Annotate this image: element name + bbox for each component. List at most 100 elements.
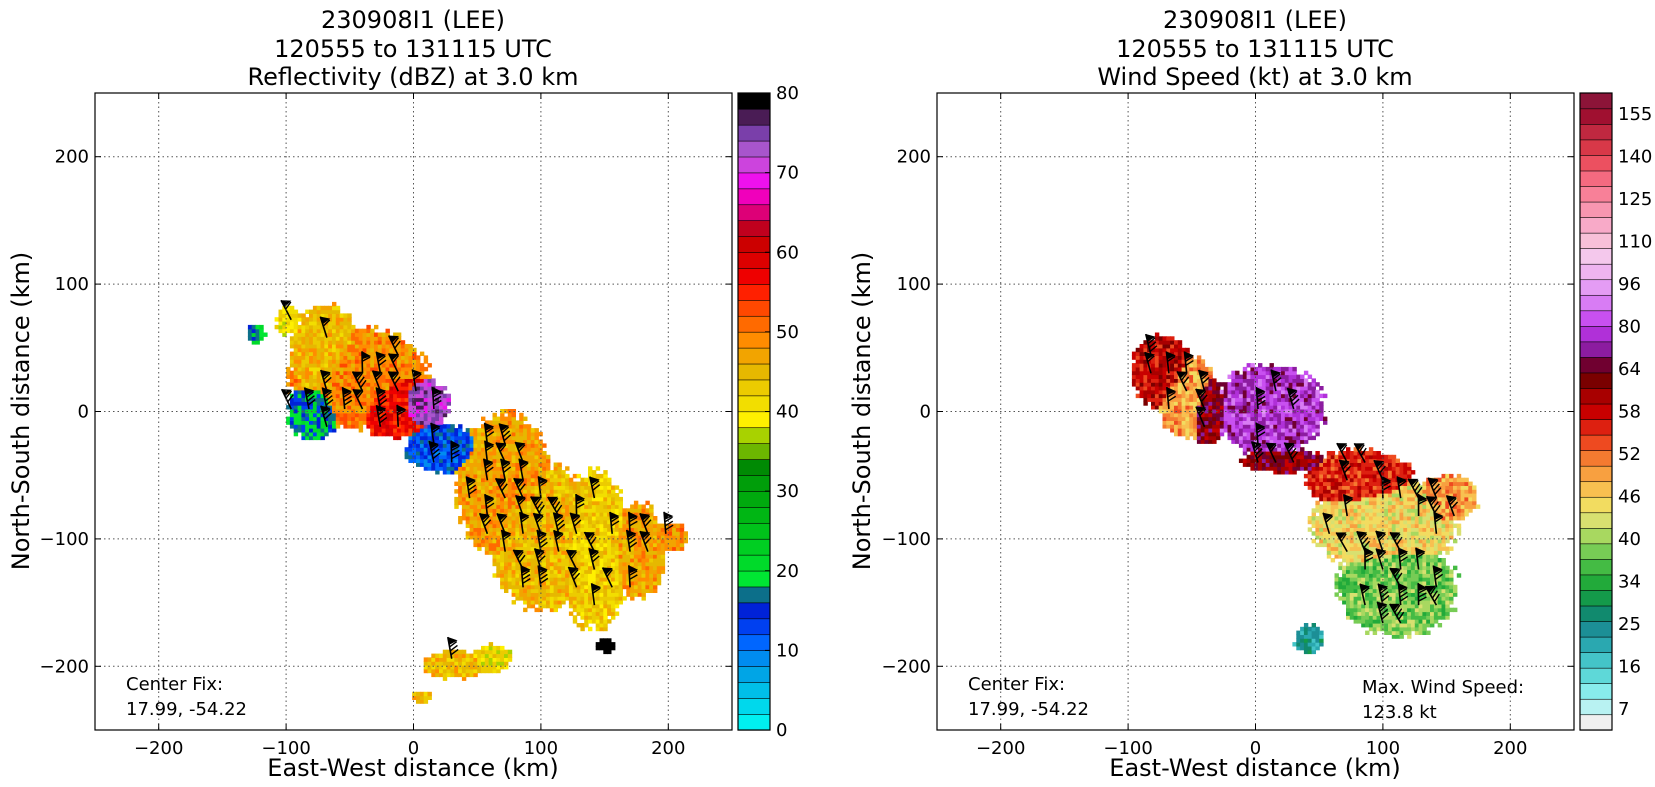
field-cell [282,313,287,318]
field-cell [1231,401,1236,406]
field-cell [1315,409,1320,414]
field-cell [1219,428,1225,433]
field-cell [538,481,543,486]
field-cell [576,588,581,593]
field-cell [607,558,612,563]
field-cell [1307,435,1313,441]
field-cell [435,435,440,441]
x-tick-label: −200 [134,738,183,759]
field-cell [1273,462,1278,467]
field-cell [591,508,597,513]
field-cell [611,519,616,525]
field-cell [572,554,578,559]
field-cell [534,558,539,563]
field-cell [591,470,597,475]
field-cell [591,611,597,616]
field-cell [328,344,333,349]
field-cell [1342,477,1347,483]
field-cell [1242,447,1248,452]
field-cell [599,531,604,536]
field-cell [446,668,451,674]
field-cell [1342,573,1347,578]
field-cell [1319,458,1324,463]
field-cell [595,645,601,651]
field-cell [1158,344,1164,349]
field-cell [309,431,314,437]
field-cell [603,623,608,628]
field-cell [534,584,539,590]
field-cell [347,344,352,349]
field-cell [1296,454,1301,460]
field-cell [400,401,406,406]
field-cell [530,489,536,494]
field-cell [477,462,482,467]
field-cell [504,519,509,525]
field-cell [289,340,295,345]
field-cell [568,600,574,605]
field-cell [1158,347,1164,353]
field-cell [396,370,402,376]
field-cell [622,561,627,567]
field-cell [1158,389,1164,395]
field-cell [1330,500,1336,506]
field-cell [309,351,314,356]
field-cell [519,424,524,429]
field-cell [576,508,581,513]
field-cell [1154,374,1160,379]
field-cell [351,336,356,341]
field-cell [1319,519,1324,525]
field-cell [1250,458,1255,463]
field-cell [320,366,325,372]
field-cell [1338,554,1343,559]
field-cell [611,546,616,551]
field-cell [1204,401,1209,406]
field-cell [293,351,299,356]
field-cell [546,458,551,463]
field-cell [370,366,375,372]
field-cell [565,569,570,574]
field-cell [408,344,413,349]
field-cell [1166,412,1171,418]
field-cell [1303,424,1309,429]
field-cell [591,542,597,548]
field-cell [458,496,463,502]
field-cell [343,386,348,391]
field-cell [668,546,673,551]
field-cell [481,489,486,494]
field-cell [683,535,688,540]
field-cell [400,363,406,368]
field-cell [377,347,383,353]
field-cell [1346,531,1351,536]
field-cell [1326,451,1332,456]
field-cell [324,366,329,372]
field-cell [1342,580,1347,586]
wind-barb [303,387,316,410]
field-cell [1250,416,1255,421]
field-cell [1154,389,1160,395]
field-cell [423,374,429,379]
field-cell [473,489,478,494]
field-cell [1288,435,1293,441]
field-cell [595,642,601,647]
field-cell [618,538,623,544]
field-cell [351,386,356,391]
field-cell [370,393,375,399]
field-cell [1300,451,1305,456]
field-cell [332,305,337,311]
field-cell [546,584,551,590]
field-cell [515,451,520,456]
field-cell [1151,386,1156,391]
field-cell [458,489,463,494]
field-cell [366,378,371,383]
field-cell [488,642,494,647]
field-cell [675,527,681,532]
field-cell [534,565,539,571]
field-cell [312,428,318,433]
field-cell [607,508,612,513]
field-cell [1315,382,1320,387]
field-cell [1143,344,1148,349]
field-cell [500,538,505,544]
field-cell [519,527,524,532]
field-cell [507,431,513,437]
field-cell [301,412,306,418]
